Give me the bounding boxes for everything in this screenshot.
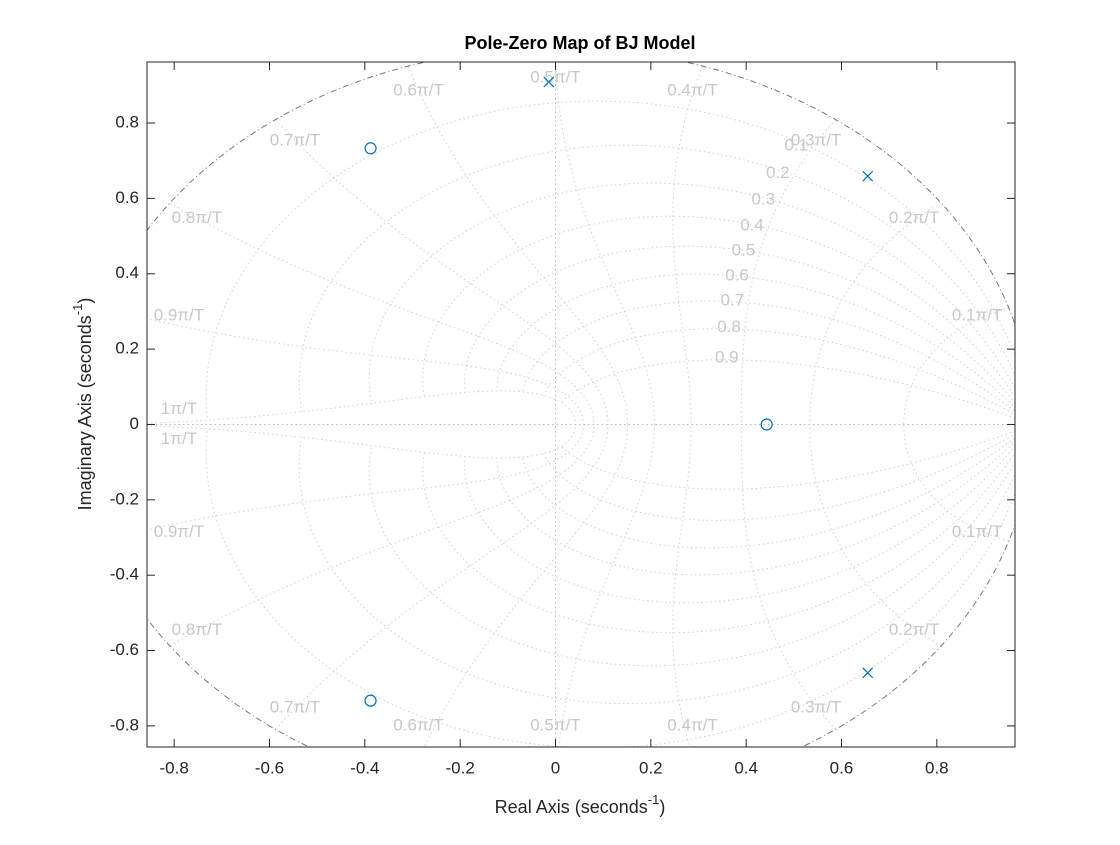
x-tick-label: -0.2 bbox=[446, 758, 475, 777]
frequency-label: 0.8π/T bbox=[172, 208, 222, 227]
damping-label: 0.9 bbox=[715, 348, 739, 367]
pole-marker bbox=[543, 76, 555, 88]
frequency-grid-line bbox=[147, 390, 577, 425]
y-tick-label: -0.4 bbox=[110, 565, 139, 584]
damping-label: 0.4 bbox=[740, 215, 764, 234]
damping-label: 0.8 bbox=[717, 317, 741, 336]
x-axis-label-sup: -1 bbox=[648, 792, 660, 807]
damping-grid-line bbox=[543, 433, 1015, 521]
frequency-label: 0.4π/T bbox=[667, 81, 717, 100]
frequency-label: 0.7π/T bbox=[270, 130, 320, 149]
frequency-label: 0.9π/T bbox=[154, 522, 204, 541]
frequency-grid-line bbox=[407, 65, 629, 425]
x-tick-label: 0.2 bbox=[639, 758, 663, 777]
y-tick-label: 0.4 bbox=[115, 263, 139, 282]
damping-label: 0.5 bbox=[732, 241, 756, 260]
damping-grid-line bbox=[560, 359, 1015, 419]
damping-label: 0.1 bbox=[784, 135, 808, 154]
frequency-label: 0.9π/T bbox=[154, 306, 204, 325]
frequency-grid-line bbox=[147, 424, 585, 531]
chart-title: Pole-Zero Map of BJ Model bbox=[464, 33, 695, 53]
damping-label: 0.3 bbox=[751, 190, 775, 209]
frequency-grid-line bbox=[903, 424, 1009, 542]
grid-layer bbox=[147, 62, 1015, 747]
axes-box bbox=[146, 61, 1016, 748]
frequency-label: 0.2π/T bbox=[889, 208, 939, 227]
x-tick-label: 0.4 bbox=[734, 758, 758, 777]
frequency-grid-line bbox=[423, 424, 629, 747]
y-tick-label: -0.8 bbox=[110, 715, 139, 734]
damping-grid-line bbox=[560, 430, 1015, 490]
frequency-label: 0.5π/T bbox=[530, 67, 580, 86]
x-axis-label: Real Axis (seconds-1) bbox=[495, 792, 666, 816]
frequency-grid-line bbox=[147, 318, 585, 425]
x-tick-label: -0.6 bbox=[255, 758, 284, 777]
x-tick-label: -0.8 bbox=[160, 758, 189, 777]
frequency-grid-line bbox=[147, 424, 577, 459]
frequency-grid-line bbox=[672, 424, 692, 747]
frequency-label: 0.6π/T bbox=[393, 715, 443, 734]
frequency-grid-line bbox=[740, 119, 837, 425]
damping-grid-line bbox=[496, 273, 1015, 408]
x-tick-label: 0 bbox=[551, 758, 560, 777]
frequency-label: 0.5π/T bbox=[530, 715, 580, 734]
damping-grid-line bbox=[543, 328, 1015, 416]
frequency-label: 0.3π/T bbox=[791, 697, 841, 716]
x-tick-label: 0.8 bbox=[925, 758, 949, 777]
damping-label: 0.2 bbox=[766, 163, 790, 182]
frequency-label: 0.1π/T bbox=[952, 306, 1002, 325]
y-tick-label: -0.6 bbox=[110, 640, 139, 659]
frequency-label: 1π/T bbox=[161, 399, 197, 418]
zero-marker bbox=[364, 694, 377, 707]
damping-label: 0.6 bbox=[725, 265, 749, 284]
frequency-grid-line bbox=[740, 424, 837, 730]
zero-marker bbox=[364, 142, 377, 155]
frequency-label: 0.8π/T bbox=[172, 620, 222, 639]
frequency-label: 1π/T bbox=[161, 429, 197, 448]
y-tick-label: 0.8 bbox=[115, 113, 139, 132]
pole-marker bbox=[862, 667, 874, 679]
frequency-grid-line bbox=[672, 65, 704, 425]
frequency-label: 0.6π/T bbox=[393, 81, 443, 100]
damping-grid-line bbox=[298, 144, 1015, 412]
y-tick-label: 0.6 bbox=[115, 188, 139, 207]
y-tick-label: 0 bbox=[130, 414, 139, 433]
plot-area bbox=[147, 62, 1015, 747]
damping-grid-line bbox=[298, 437, 1015, 705]
zero-marker bbox=[760, 418, 773, 431]
frequency-label: 0.4π/T bbox=[667, 715, 717, 734]
y-axis-label-sup: -1 bbox=[70, 304, 85, 316]
x-tick-label: 0.6 bbox=[830, 758, 854, 777]
y-axis-label-text: Imaginary Axis (seconds bbox=[75, 315, 95, 510]
x-tick-label: -0.4 bbox=[350, 758, 379, 777]
frequency-label: 0.2π/T bbox=[889, 620, 939, 639]
y-axis-label: Imaginary Axis (seconds-1) bbox=[70, 298, 94, 511]
pole-marker bbox=[862, 170, 874, 182]
x-axis-label-text: Real Axis (seconds bbox=[495, 797, 648, 817]
frequency-grid-line bbox=[903, 307, 1009, 425]
damping-grid-line bbox=[368, 445, 1015, 667]
frequency-label: 0.7π/T bbox=[270, 697, 320, 716]
damping-grid-line bbox=[496, 440, 1015, 576]
x-axis-label-end: ) bbox=[659, 797, 665, 817]
frequency-label: 0.1π/T bbox=[952, 522, 1002, 541]
y-axis-label-end: ) bbox=[75, 298, 95, 304]
y-tick-label: -0.2 bbox=[110, 489, 139, 508]
damping-label: 0.7 bbox=[721, 291, 745, 310]
damping-grid-line bbox=[368, 182, 1015, 404]
frequency-label: 0.3π/T bbox=[791, 130, 841, 149]
y-tick-label: 0.2 bbox=[115, 339, 139, 358]
